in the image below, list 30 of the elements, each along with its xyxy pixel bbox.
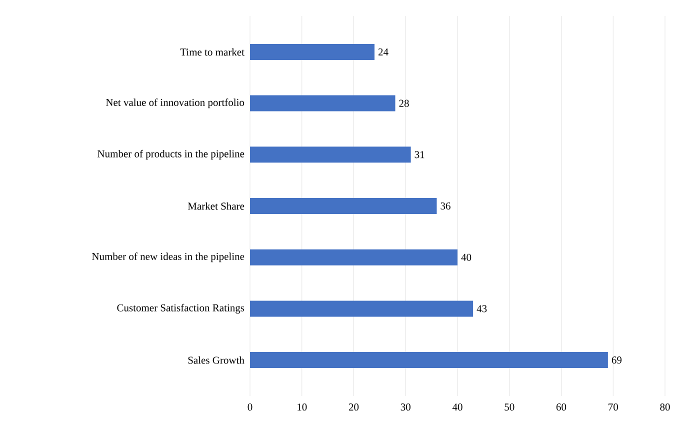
data-label: 43 (476, 305, 487, 312)
y-tick-label: Number of products in the pipeline (98, 150, 244, 160)
bar (250, 95, 396, 112)
x-tick-label: 0 (248, 404, 252, 411)
y-tick-label: Number of new ideas in the pipeline (92, 252, 244, 262)
data-label: 28 (399, 100, 409, 107)
x-tick-label: 30 (400, 404, 410, 411)
bar (250, 146, 411, 163)
x-tick-label: 50 (504, 404, 514, 411)
data-label: 36 (440, 202, 450, 210)
bar (250, 44, 375, 60)
data-label: 24 (378, 48, 388, 56)
y-tick-label: Market Share (188, 202, 244, 210)
x-tick-label: 20 (348, 404, 359, 411)
bar (250, 352, 608, 368)
x-tick-label: 40 (452, 404, 462, 411)
y-tick-label: Sales Growth (188, 356, 244, 364)
data-label: 31 (414, 151, 424, 158)
data-label: 40 (461, 254, 472, 261)
y-tick-label: Time to market (180, 48, 244, 56)
bar (250, 249, 458, 266)
y-tick-label: Net value of innovation portfolio (106, 98, 244, 108)
bar (250, 198, 437, 214)
bar (250, 300, 474, 317)
x-tick-label: 70 (608, 404, 618, 411)
data-label: 69 (612, 356, 622, 364)
x-tick-label: 10 (298, 404, 307, 411)
x-tick-label: 60 (556, 404, 566, 411)
x-tick-label: 80 (660, 404, 670, 411)
y-tick-label: Customer Satisfaction Ratings (117, 304, 244, 314)
